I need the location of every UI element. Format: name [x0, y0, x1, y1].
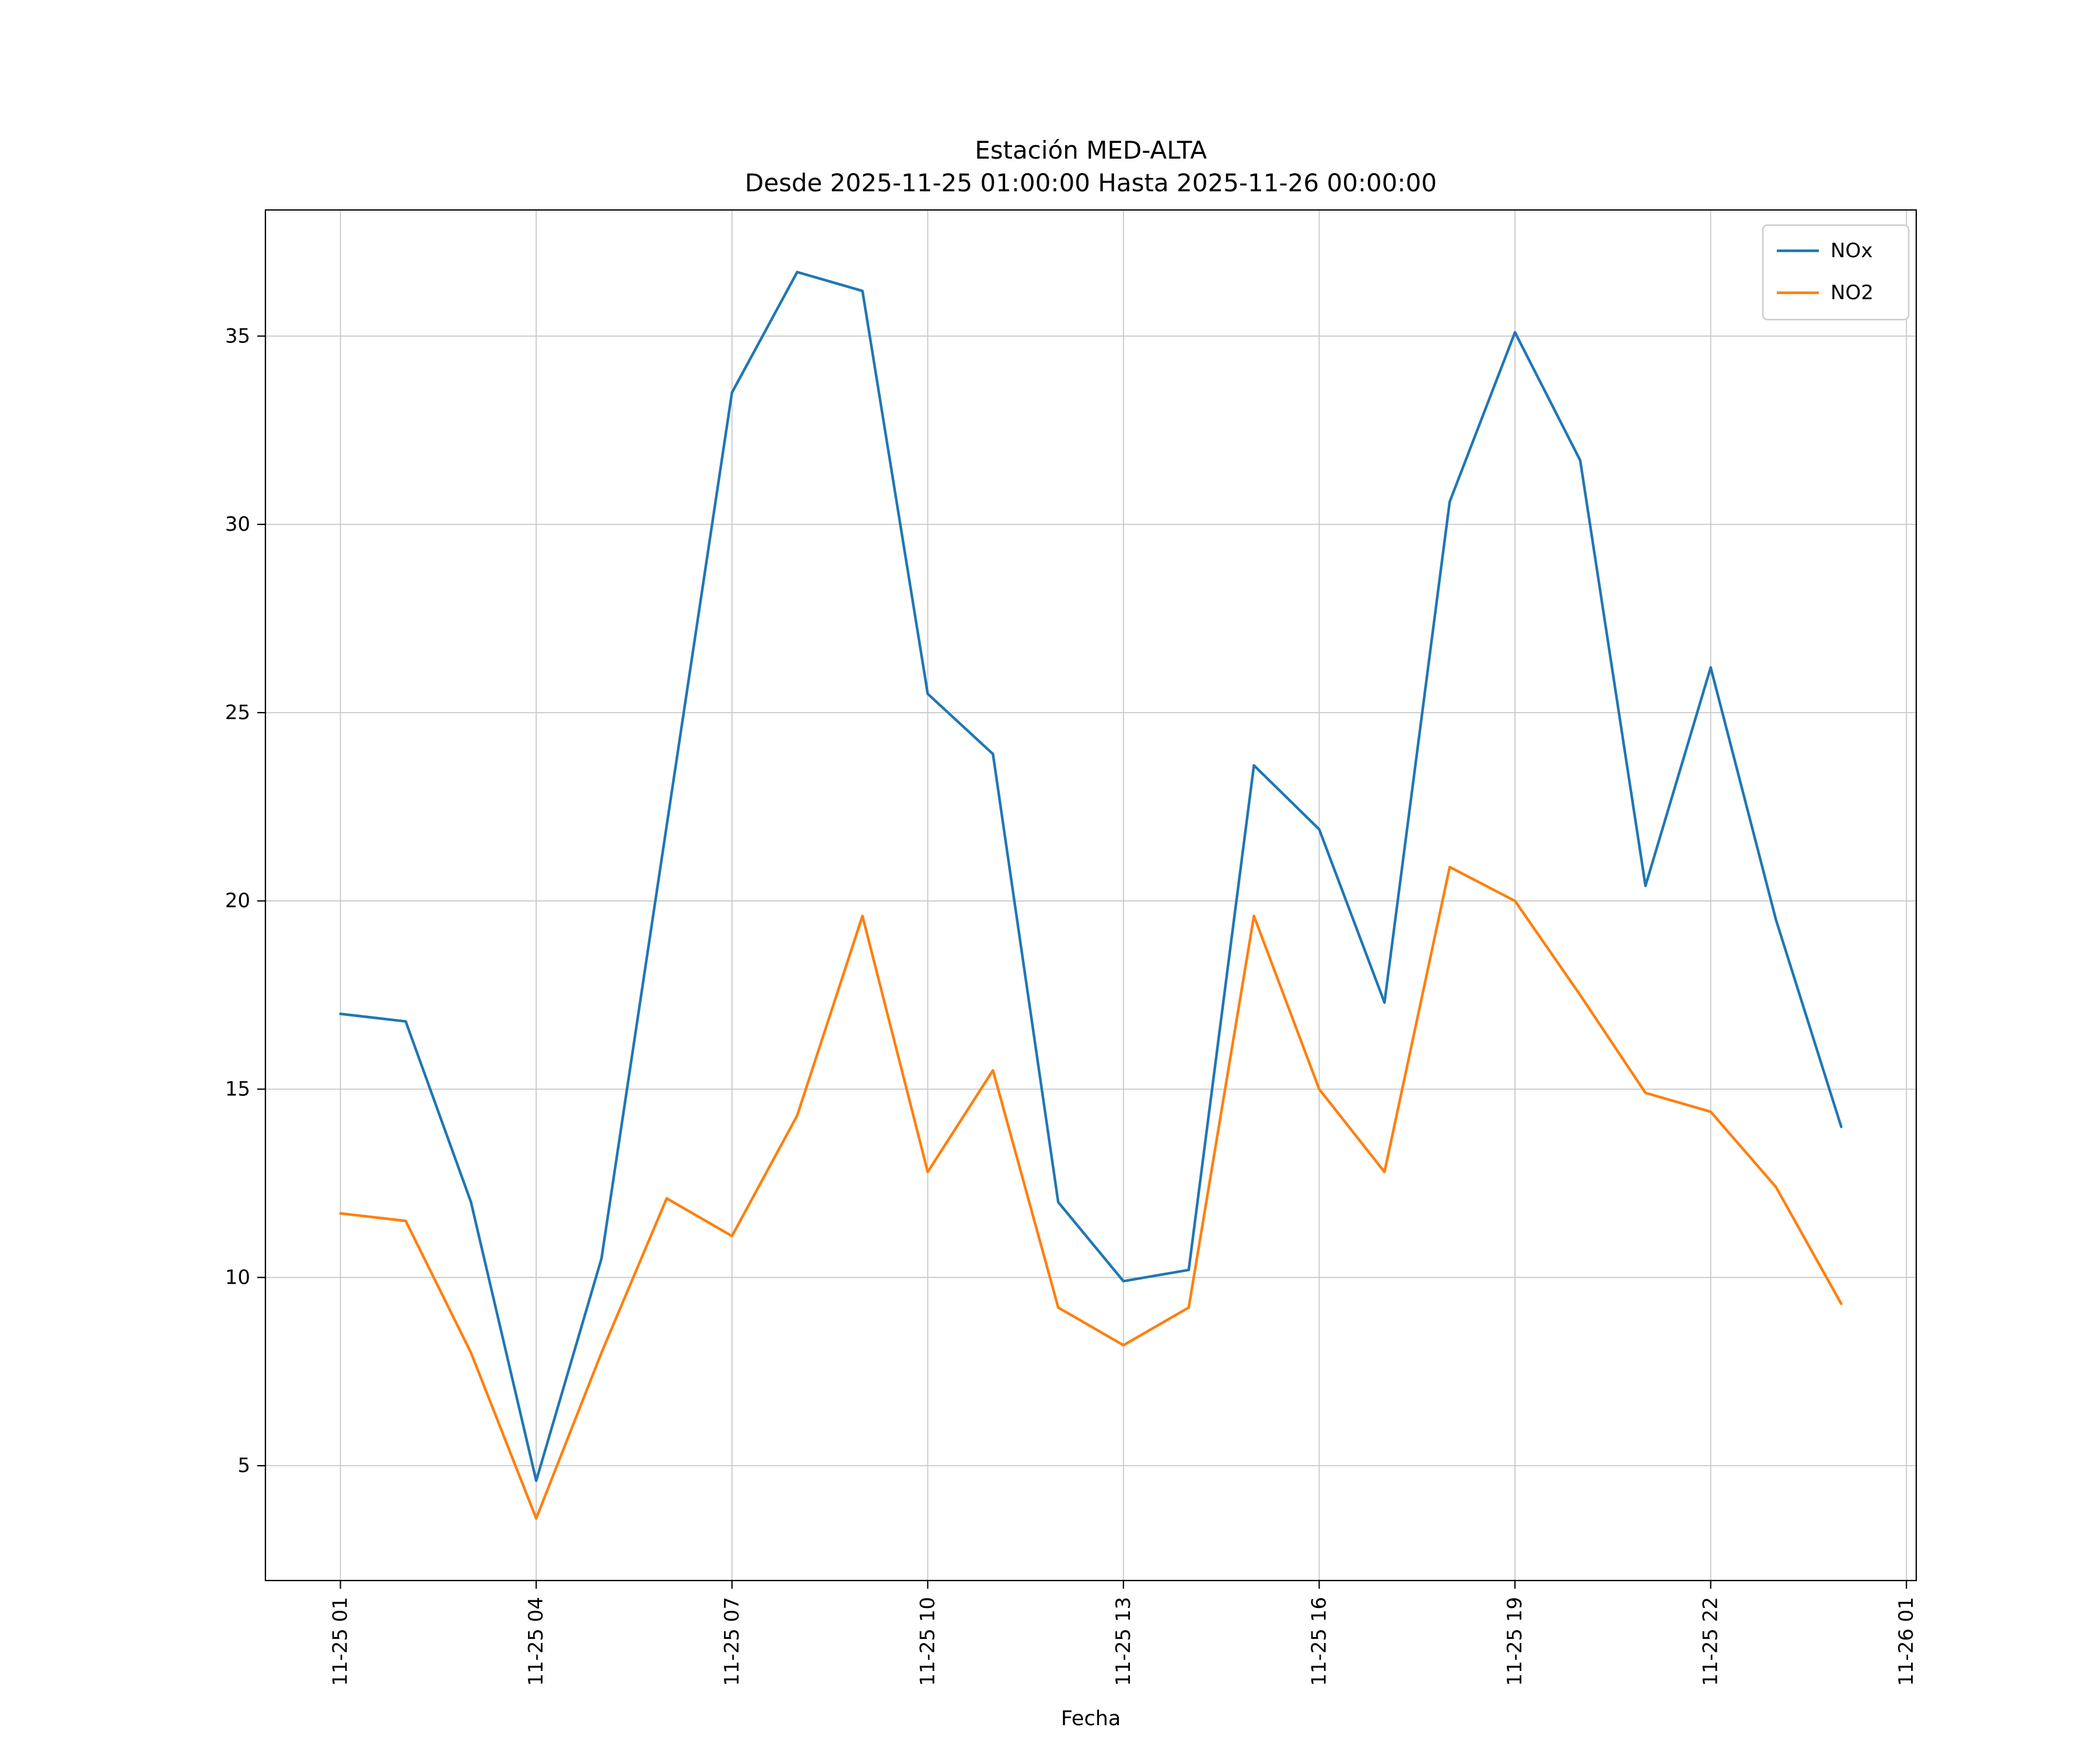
x-tick-label: 11-25 19: [1503, 1597, 1527, 1686]
y-tick-label: 5: [237, 1454, 250, 1477]
x-tick-label: 11-25 07: [720, 1597, 744, 1686]
y-tick-label: 20: [225, 889, 250, 913]
x-tick-label: 11-25 13: [1112, 1597, 1135, 1686]
x-tick-label: 11-25 10: [916, 1597, 939, 1686]
series-layer: [339, 271, 1843, 1520]
series-line-no2: [339, 866, 1843, 1520]
series-line-nox: [339, 271, 1843, 1483]
x-tick-label: 11-25 22: [1699, 1597, 1723, 1686]
y-tick-label: 35: [225, 324, 250, 348]
x-axis-label: Fecha: [1061, 1707, 1121, 1730]
grid-layer: [265, 210, 1916, 1581]
plot-border: [264, 209, 1917, 1582]
tick-layer: 11-25 01 11-25 04 11-25 07 11-25 10 11-25 13…: [225, 324, 1918, 1686]
legend: NOx NO2: [1762, 224, 1910, 321]
x-tick-label: 11-26 01: [1895, 1597, 1918, 1686]
x-tick-label: 11-25 01: [329, 1597, 352, 1686]
chart-title: Estación MED-ALTA: [975, 136, 1207, 164]
x-tick-label: 11-25 16: [1308, 1597, 1331, 1686]
y-tick-label: 10: [225, 1266, 250, 1289]
y-tick-label: 30: [225, 513, 250, 536]
y-tick-label: 25: [225, 701, 250, 724]
y-tick-label: 15: [225, 1078, 250, 1101]
x-tick-label: 11-25 04: [524, 1597, 548, 1686]
chart-subtitle: Desde 2025-11-25 01:00:00 Hasta 2025-11-…: [745, 169, 1437, 197]
legend-label-nox: NOx: [1831, 239, 1873, 262]
legend-box: [1762, 224, 1910, 321]
legend-label-no2: NO2: [1831, 281, 1874, 304]
